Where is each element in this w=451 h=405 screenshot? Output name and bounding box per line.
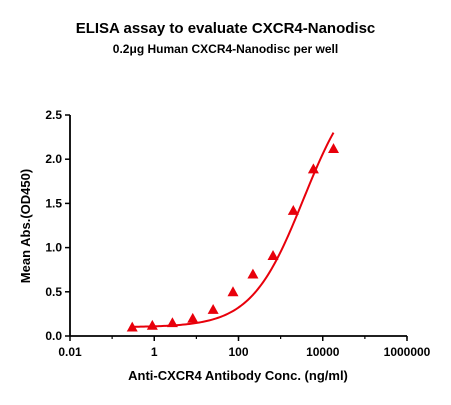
x-tick-label: 0.01 — [58, 345, 82, 359]
data-point — [207, 303, 219, 314]
fit-curve-layer — [132, 132, 335, 328]
plot-area — [126, 132, 340, 332]
y-tick-label: 0.5 — [45, 285, 62, 299]
y-ticks: 0.0 0.5 1.0 1.5 2.0 2.5 — [45, 108, 70, 343]
x-tick-label: 1000000 — [384, 345, 431, 359]
data-point — [267, 250, 279, 260]
fit-curve — [132, 132, 335, 328]
x-ticks: 0.01 1 100 10000 1000000 — [58, 336, 431, 359]
y-tick-label: 2.0 — [45, 152, 62, 166]
y-tick-label: 0.0 — [45, 329, 62, 343]
x-tick-label: 1 — [151, 345, 158, 359]
data-point — [166, 317, 178, 328]
data-point — [187, 312, 199, 323]
y-axis-label: Mean Abs.(OD450) — [18, 169, 33, 283]
data-point — [287, 204, 299, 215]
data-points-layer — [126, 143, 340, 332]
chart-title: ELISA assay to evaluate CXCR4-Nanodisc — [76, 20, 376, 37]
y-tick-label: 1.5 — [45, 196, 62, 210]
x-tick-label: 10000 — [306, 345, 340, 359]
data-point — [307, 163, 319, 174]
data-point — [146, 319, 158, 330]
x-axis-label: Anti-CXCR4 Antibody Conc. (ng/ml) — [128, 368, 348, 383]
data-point — [227, 286, 239, 297]
y-tick-label: 2.5 — [45, 108, 62, 122]
chart-subtitle: 0.2μg Human CXCR4-Nanodisc per well — [113, 42, 338, 56]
data-point — [247, 268, 259, 279]
data-point — [126, 321, 138, 332]
x-tick-label: 100 — [228, 345, 248, 359]
y-tick-label: 1.0 — [45, 241, 62, 255]
data-point — [328, 143, 340, 153]
